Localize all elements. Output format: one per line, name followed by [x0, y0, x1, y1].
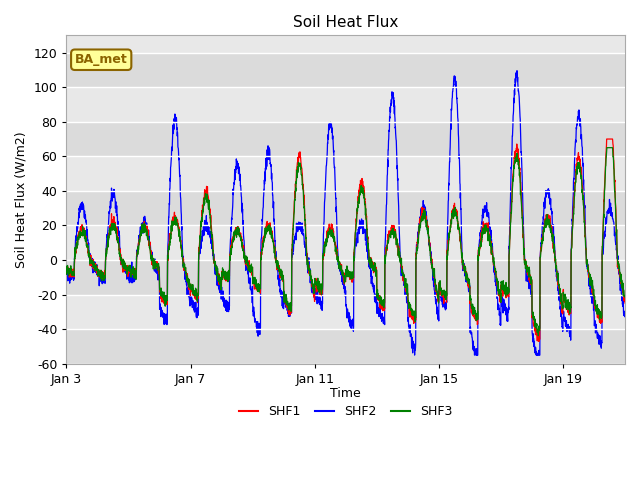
- Bar: [67, 53, 625, 87]
- Bar: [67, 226, 625, 260]
- Bar: [67, 87, 625, 122]
- Text: BA_met: BA_met: [75, 53, 127, 66]
- Bar: [67, 156, 625, 191]
- Bar: [67, 295, 625, 329]
- X-axis label: Time: Time: [330, 387, 361, 400]
- Bar: [67, 191, 625, 226]
- Y-axis label: Soil Heat Flux (W/m2): Soil Heat Flux (W/m2): [15, 131, 28, 268]
- Legend: SHF1, SHF2, SHF3: SHF1, SHF2, SHF3: [234, 400, 458, 423]
- Bar: [67, 329, 625, 364]
- Bar: [67, 260, 625, 295]
- Bar: [67, 122, 625, 156]
- Title: Soil Heat Flux: Soil Heat Flux: [293, 15, 399, 30]
